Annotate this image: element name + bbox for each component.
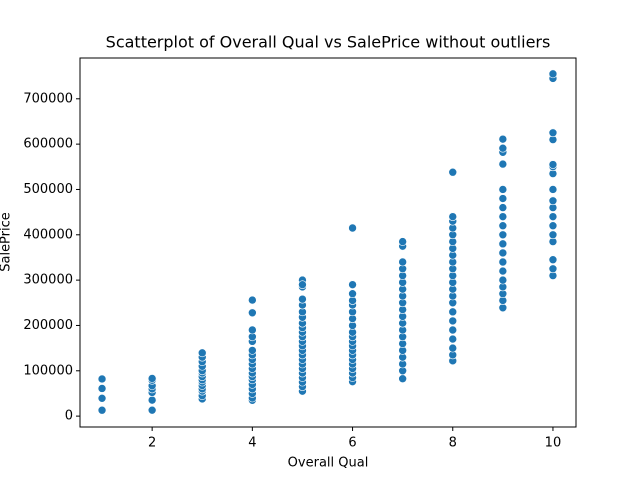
point [448, 334, 458, 344]
x-tick-label: 10 [545, 436, 562, 451]
point [248, 295, 257, 305]
x-tick-label: 4 [248, 436, 256, 451]
point [97, 394, 107, 403]
point [498, 134, 508, 144]
x-tick-label: 6 [348, 436, 356, 451]
point [147, 374, 157, 383]
point [248, 308, 257, 318]
y-tick-label: 0 [65, 409, 73, 424]
point [498, 143, 508, 153]
point [548, 255, 558, 265]
point [298, 280, 307, 289]
point [498, 248, 508, 258]
point [498, 266, 508, 276]
point [248, 346, 257, 355]
point [498, 203, 508, 212]
point [548, 196, 558, 206]
point [448, 307, 458, 317]
point [498, 257, 508, 267]
point [498, 212, 508, 221]
point [498, 275, 508, 285]
point [448, 316, 458, 326]
point [248, 325, 257, 335]
point [548, 212, 558, 221]
y-axis-label: SalePrice [0, 212, 14, 272]
x-tick-label: 2 [148, 436, 156, 451]
y-tick-label: 400000 [23, 227, 73, 242]
y-tick-label: 100000 [23, 363, 73, 378]
point [448, 343, 458, 353]
point [147, 405, 157, 415]
point [398, 237, 407, 246]
plot-frame [79, 57, 577, 428]
y-tick-label: 500000 [23, 182, 73, 197]
y-tick-label: 300000 [23, 273, 73, 288]
point [147, 395, 157, 405]
y-tick-label: 600000 [23, 137, 73, 152]
point [548, 230, 558, 240]
point [498, 185, 508, 194]
y-tick-label: 200000 [23, 318, 73, 333]
point [498, 194, 508, 203]
point [498, 239, 508, 249]
x-tick-label: 8 [449, 436, 457, 451]
point [197, 348, 207, 358]
point [548, 128, 558, 138]
point [498, 303, 508, 313]
point [498, 230, 508, 240]
point [97, 384, 107, 393]
point [298, 294, 307, 304]
point [398, 374, 407, 384]
point [97, 374, 107, 384]
point [548, 160, 558, 169]
point [398, 257, 407, 267]
point [548, 221, 558, 231]
point [548, 185, 558, 194]
point [498, 159, 508, 169]
chart-title: Scatterplot of Overall Qual vs SalePrice… [106, 33, 551, 52]
point [548, 69, 558, 79]
x-axis-label: Overall Qual [288, 456, 369, 471]
point [548, 264, 558, 274]
point [448, 325, 458, 335]
point [498, 221, 508, 231]
point [348, 223, 357, 233]
y-tick-label: 700000 [23, 91, 73, 106]
point [348, 280, 357, 289]
point [448, 212, 458, 221]
point [448, 167, 458, 177]
point [348, 289, 357, 299]
point [97, 405, 107, 415]
